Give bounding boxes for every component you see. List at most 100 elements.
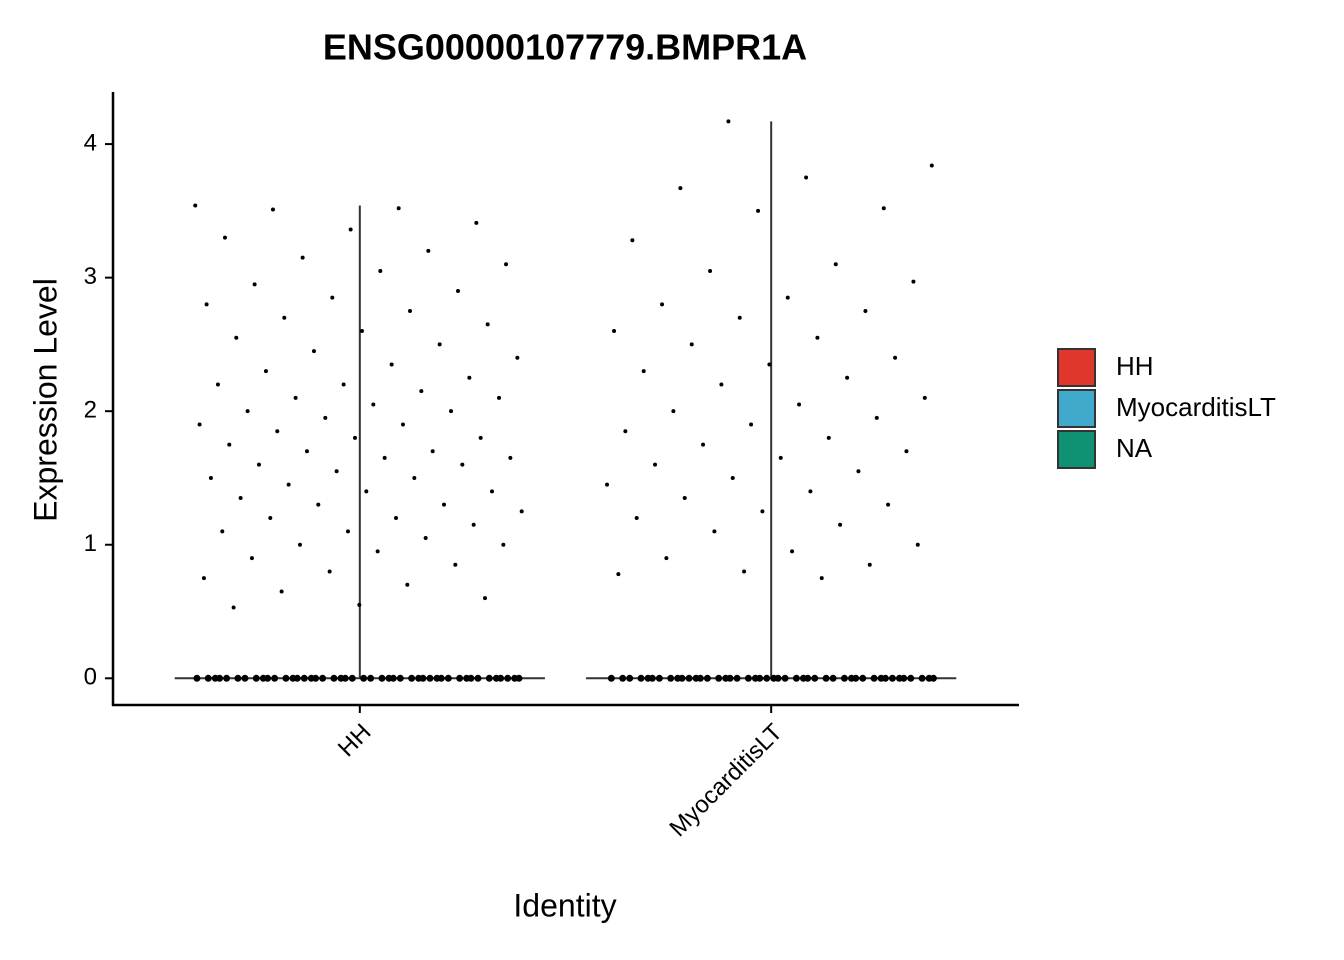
point — [840, 674, 848, 682]
point — [637, 674, 645, 682]
point — [453, 562, 458, 567]
y-tick-label: 0 — [84, 664, 97, 691]
point — [312, 674, 320, 682]
point — [426, 674, 434, 682]
point — [778, 455, 783, 460]
point — [405, 582, 410, 587]
point — [678, 674, 686, 682]
point — [197, 422, 202, 427]
point — [348, 674, 356, 682]
point — [763, 674, 771, 682]
point — [619, 674, 627, 682]
point — [357, 602, 362, 607]
point — [483, 596, 488, 601]
point — [264, 674, 272, 682]
point — [234, 335, 239, 340]
y-tick-label: 4 — [84, 129, 97, 156]
point — [667, 674, 675, 682]
point — [811, 674, 819, 682]
point — [423, 536, 428, 541]
point — [293, 395, 298, 400]
point — [822, 674, 830, 682]
point — [874, 415, 879, 420]
point — [430, 449, 435, 454]
point — [760, 509, 765, 514]
point — [804, 175, 809, 180]
point — [730, 475, 735, 480]
point — [519, 509, 524, 514]
point — [733, 674, 741, 682]
legend-label: NA — [1116, 433, 1153, 463]
point — [268, 516, 273, 521]
point — [408, 674, 416, 682]
point — [501, 542, 506, 547]
point — [478, 435, 483, 440]
point — [616, 572, 621, 577]
point — [263, 369, 268, 374]
point — [715, 674, 723, 682]
point — [922, 395, 927, 400]
point — [833, 262, 838, 267]
point — [345, 529, 350, 534]
point — [785, 295, 790, 300]
point — [279, 589, 284, 594]
point — [790, 549, 795, 554]
point — [449, 409, 454, 414]
point — [382, 455, 387, 460]
point — [756, 208, 761, 213]
point — [222, 235, 227, 240]
point — [245, 409, 250, 414]
point — [393, 516, 398, 521]
point — [444, 674, 452, 682]
point — [193, 674, 201, 682]
point — [792, 674, 800, 682]
legend-key — [1057, 348, 1096, 387]
point — [252, 282, 257, 287]
point — [497, 674, 505, 682]
point — [626, 674, 634, 682]
point — [504, 674, 512, 682]
point — [744, 674, 752, 682]
point — [437, 674, 445, 682]
point — [300, 255, 305, 260]
point — [900, 674, 908, 682]
point — [389, 674, 397, 682]
point — [815, 335, 820, 340]
point — [442, 502, 447, 507]
point — [605, 482, 610, 487]
point — [360, 674, 368, 682]
point — [474, 674, 482, 682]
point — [829, 674, 837, 682]
point — [719, 382, 724, 387]
point — [804, 674, 812, 682]
point — [223, 674, 231, 682]
point — [774, 674, 782, 682]
point — [323, 415, 328, 420]
point — [685, 674, 693, 682]
point — [304, 449, 309, 454]
point — [907, 674, 915, 682]
point — [378, 674, 386, 682]
point — [341, 382, 346, 387]
point — [341, 674, 349, 682]
y-tick-label: 1 — [84, 530, 97, 557]
point — [655, 674, 663, 682]
point — [819, 576, 824, 581]
point — [886, 502, 891, 507]
point — [701, 442, 706, 447]
legend-key — [1057, 430, 1096, 469]
point — [497, 395, 502, 400]
point — [852, 674, 860, 682]
point — [929, 674, 937, 682]
point — [252, 674, 260, 682]
point — [881, 206, 886, 211]
point — [297, 542, 302, 547]
point — [456, 288, 461, 293]
violin — [174, 205, 545, 680]
point — [485, 322, 490, 327]
legend-label: HH — [1116, 351, 1154, 381]
y-tick-label: 3 — [84, 263, 97, 290]
point — [241, 674, 249, 682]
point — [664, 556, 669, 561]
